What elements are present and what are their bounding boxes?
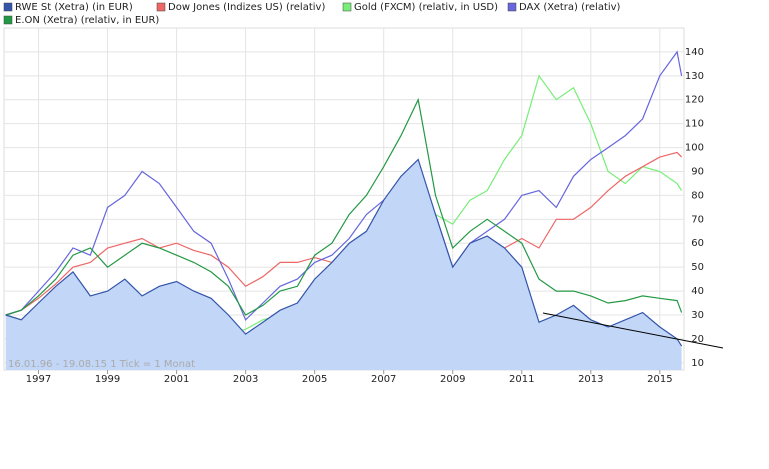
info-text: 16.01.96 - 19.08.15 1 Tick = 1 Monat xyxy=(8,359,195,370)
x-tick-label: 2007 xyxy=(371,374,396,385)
y-tick-label: 130 xyxy=(685,71,704,82)
y-tick-label: 10 xyxy=(691,358,704,369)
legend-label: Dow Jones (Indizes US) (relativ) xyxy=(168,2,325,13)
y-tick-label: 30 xyxy=(691,310,704,321)
y-tick-label: 120 xyxy=(685,95,704,106)
legend-label: E.ON (Xetra) (relativ, in EUR) xyxy=(15,15,159,26)
legend-swatch xyxy=(3,2,13,12)
x-tick-label: 2009 xyxy=(440,374,465,385)
legend-swatch xyxy=(507,2,517,12)
y-tick-label: 60 xyxy=(691,238,704,249)
legend-label: DAX (Xetra) (relativ) xyxy=(519,2,621,13)
legend-swatch xyxy=(156,2,166,12)
y-tick-label: 110 xyxy=(685,119,704,130)
series-line xyxy=(5,97,683,316)
y-tick-label: 70 xyxy=(691,214,704,225)
y-tick-label: 140 xyxy=(685,47,704,58)
legend: RWE St (Xetra) (in EUR) Dow Jones (Indize… xyxy=(3,2,621,26)
trend-line xyxy=(542,312,724,349)
y-tick-label: 100 xyxy=(685,143,704,154)
x-tick-label: 2013 xyxy=(578,374,603,385)
x-tick-label: 1999 xyxy=(95,374,120,385)
series-area xyxy=(5,159,682,370)
series-line xyxy=(5,158,683,347)
legend-label: Gold (FXCM) (relativ, in USD) xyxy=(354,2,498,13)
legend-label: RWE St (Xetra) (in EUR) xyxy=(15,2,133,13)
marks xyxy=(5,50,683,370)
y-tick-label: 90 xyxy=(691,166,704,177)
x-tick-label: 2015 xyxy=(647,374,672,385)
x-tick-label: 1997 xyxy=(26,374,51,385)
y-tick-label: 40 xyxy=(691,286,704,297)
legend-swatch xyxy=(3,15,13,25)
x-tick-label: 2011 xyxy=(509,374,534,385)
y-tick-label: 50 xyxy=(691,262,704,273)
series-line xyxy=(5,50,683,321)
x-tick-label: 2001 xyxy=(164,374,189,385)
y-tick-label: 20 xyxy=(691,334,704,345)
legend-swatch xyxy=(342,2,352,12)
y-tick-label: 80 xyxy=(691,190,704,201)
x-tick-label: 2005 xyxy=(302,374,327,385)
x-tick-label: 2003 xyxy=(233,374,258,385)
